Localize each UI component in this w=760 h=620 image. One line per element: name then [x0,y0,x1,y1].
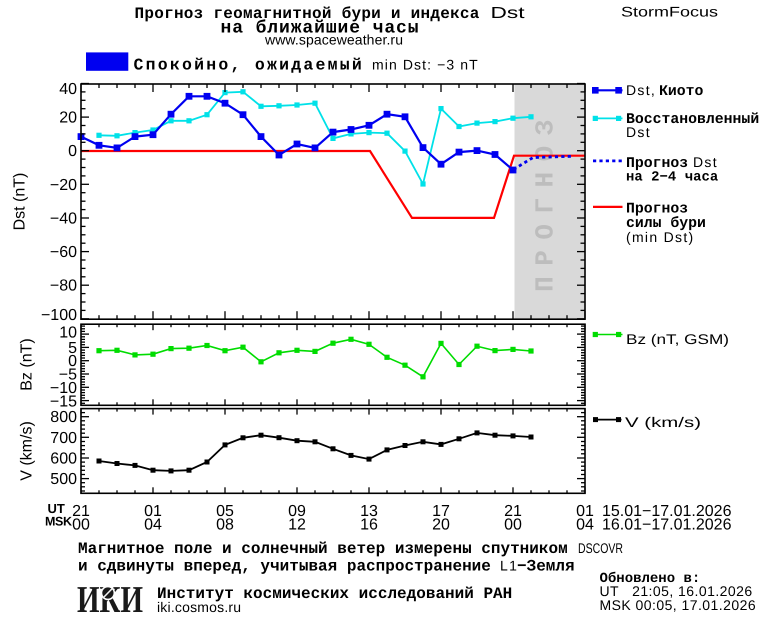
svg-text:Bz (nT, GSM): Bz (nT, GSM) [626,331,729,347]
svg-text:Прогноз: Прогноз [626,156,688,172]
svg-text:−80: −80 [50,278,77,295]
svg-text:500: 500 [50,471,77,488]
svg-text:−20: −20 [50,177,77,194]
svg-text:DSCOVR: DSCOVR [578,540,623,556]
svg-text:−15: −15 [50,394,77,411]
svg-text:21: 21 [504,503,522,520]
svg-text:V (km/s): V (km/s) [625,414,701,430]
svg-text:−10: −10 [50,380,77,397]
svg-text:600: 600 [50,451,77,468]
svg-text:(min Dst): (min Dst) [626,229,694,245]
svg-text:на ближайшие часы: на ближайшие часы [221,19,420,39]
svg-text:Dst (nT): Dst (nT) [12,173,29,231]
svg-text:min Dst: −3 nT: min Dst: −3 nT [372,56,479,72]
svg-text:Dst: Dst [491,5,526,22]
svg-text:5: 5 [68,340,77,357]
svg-text:700: 700 [50,430,77,447]
svg-text:StormFocus: StormFocus [621,4,718,20]
svg-text:12: 12 [288,517,306,534]
svg-text:01: 01 [144,503,162,520]
svg-text:0: 0 [68,143,77,160]
svg-text:Институт космических исследова: Институт космических исследований РАН [157,585,512,603]
svg-text:−40: −40 [50,211,77,228]
svg-text:Dst: Dst [626,124,651,140]
svg-text:10: 10 [59,325,77,342]
svg-text:Обновлено в:: Обновлено в: [600,571,701,587]
svg-text:08: 08 [216,517,234,534]
svg-text:−Земля: −Земля [517,557,575,575]
svg-text:Dst,: Dst, [626,82,656,98]
svg-text:ПРОГНОЗ: ПРОГНОЗ [531,109,561,292]
svg-text:01: 01 [576,503,594,520]
svg-text:iki.cosmos.ru: iki.cosmos.ru [157,599,241,615]
svg-text:0: 0 [68,353,77,370]
svg-text:20: 20 [432,517,450,534]
svg-text:UT 21:05, 16.01.2026: UT 21:05, 16.01.2026 [600,583,753,599]
svg-text:Прогноз геомагнитной бури и ин: Прогноз геомагнитной бури и индекса [135,5,480,23]
svg-text:09: 09 [288,503,306,520]
svg-text:−100: −100 [41,307,77,324]
svg-text:www.spaceweather.ru: www.spaceweather.ru [264,31,403,47]
svg-text:−5: −5 [59,367,77,384]
svg-text:20: 20 [59,110,77,127]
svg-text:800: 800 [50,409,77,426]
svg-text:04: 04 [144,517,162,534]
svg-text:Прогноз: Прогноз [626,202,688,218]
svg-text:−60: −60 [50,244,77,261]
svg-text:05: 05 [216,503,234,520]
svg-text:15.01−17.01.2026: 15.01−17.01.2026 [602,503,732,520]
svg-text:Спокойно, ожидаемый: Спокойно, ожидаемый [134,55,365,74]
svg-text:MSK 00:05, 17.01.2026: MSK 00:05, 17.01.2026 [600,597,757,613]
svg-text:силы бури: силы бури [626,216,706,232]
svg-text:и сдвинуты вперед, учитывая ра: и сдвинуты вперед, учитывая распростране… [78,557,491,575]
svg-text:Магнитное поле и солнечный вет: Магнитное поле и солнечный ветер измерен… [78,540,568,558]
svg-text:Dst: Dst [693,154,718,170]
svg-text:13: 13 [360,503,378,520]
svg-text:40: 40 [59,81,77,98]
svg-text:L1: L1 [500,557,518,573]
svg-text:на 2−4 часа: на 2−4 часа [626,169,718,185]
svg-text:04: 04 [576,517,594,534]
svg-text:00: 00 [504,517,522,534]
svg-text:MSK: MSK [45,515,72,529]
svg-text:21: 21 [72,503,90,520]
svg-text:V (km/s): V (km/s) [19,421,36,481]
svg-text:00: 00 [72,517,90,534]
svg-text:Bz (nT): Bz (nT) [19,338,36,390]
svg-text:Киото: Киото [659,84,704,100]
svg-text:16.01−17.01.2026: 16.01−17.01.2026 [602,517,732,534]
svg-text:UT: UT [48,501,65,516]
svg-text:16: 16 [360,517,378,534]
svg-text:17: 17 [432,503,450,520]
svg-text:Восстановленный: Восстановленный [626,112,759,128]
